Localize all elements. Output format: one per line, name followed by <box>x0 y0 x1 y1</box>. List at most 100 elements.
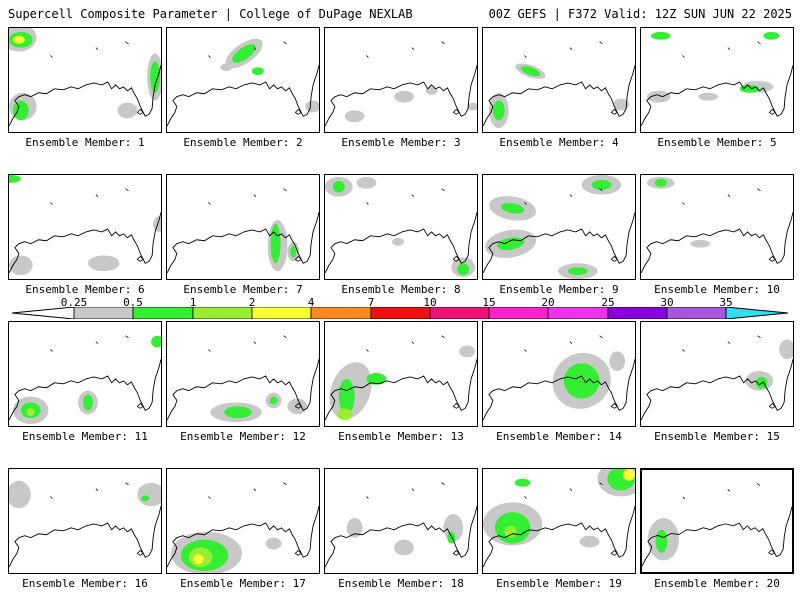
border-fragment <box>756 483 761 486</box>
scp-contour-region <box>425 86 438 95</box>
scp-contour-region <box>232 44 256 63</box>
ensemble-member-label: Ensemble Member: 4 <box>499 136 619 149</box>
border-fragment <box>411 194 415 197</box>
border-fragment <box>569 488 573 491</box>
ensemble-member-15-map <box>640 321 794 427</box>
ensemble-member-label: Ensemble Member: 3 <box>341 136 461 149</box>
scp-contour-region <box>623 469 635 481</box>
lake-outline <box>452 108 460 115</box>
border-fragment <box>366 202 369 205</box>
ensemble-member-16-map <box>8 468 162 574</box>
lake-outline <box>768 108 776 115</box>
ensemble-member-label: Ensemble Member: 14 <box>496 430 622 443</box>
ensemble-member-16-plot <box>9 480 161 568</box>
lake-outline <box>768 255 776 262</box>
colorbar-tick-label: 1 <box>189 296 197 309</box>
border-fragment <box>599 41 603 45</box>
ensemble-member-6-plot <box>9 175 161 276</box>
ensemble-member-13-plot <box>325 335 477 421</box>
scp-contour-region <box>492 100 505 121</box>
coastline <box>325 359 477 421</box>
scp-contour-region <box>224 406 252 419</box>
border-fragment <box>524 349 527 352</box>
scp-contour-region <box>269 396 278 405</box>
coastline <box>325 65 477 127</box>
border-fragment <box>283 482 287 486</box>
ensemble-member-18-map <box>324 468 478 574</box>
scp-contour-region <box>563 363 600 399</box>
scp-contour-region <box>763 31 780 40</box>
border-fragment <box>682 202 685 205</box>
scp-contour-region <box>332 180 345 193</box>
scp-contour-region <box>690 239 711 248</box>
border-fragment <box>411 488 415 491</box>
scp-contour-region <box>336 408 353 421</box>
scp-contour-region <box>12 35 25 44</box>
ensemble-member-9-plot <box>483 175 635 279</box>
colorbar-segment <box>192 307 253 319</box>
ensemble-member-1-plot <box>9 28 161 127</box>
coastline <box>167 506 319 568</box>
scp-contour-region <box>193 554 204 565</box>
border-fragment <box>411 341 415 344</box>
scp-contour-region <box>654 178 667 187</box>
border-fragment <box>441 188 445 192</box>
colorbar-segment <box>429 307 490 319</box>
border-fragment <box>599 335 603 339</box>
colorbar-segment <box>370 307 431 319</box>
border-fragment <box>95 47 99 50</box>
ensemble-member-13-map <box>324 321 478 427</box>
scp-contour-region <box>9 255 33 276</box>
border-fragment <box>524 202 527 205</box>
border-fragment <box>253 47 257 50</box>
scp-contour-region <box>251 67 264 76</box>
ensemble-member-label: Ensemble Member: 5 <box>657 136 777 149</box>
border-fragment <box>253 488 257 491</box>
coastline <box>483 359 635 421</box>
lake-outline <box>452 402 460 409</box>
colorbar-over-arrow <box>725 307 788 319</box>
border-fragment <box>95 488 99 491</box>
ensemble-member-3-plot <box>325 41 477 127</box>
border-fragment <box>757 41 761 45</box>
border-fragment <box>727 488 730 492</box>
ensemble-member-label: Ensemble Member: 2 <box>183 136 303 149</box>
colorbar-tick-label: 25 <box>601 296 615 309</box>
scp-contour-region <box>500 203 525 214</box>
coastline <box>483 506 635 568</box>
coastline <box>167 65 319 127</box>
scp-contour-region <box>646 90 671 103</box>
ensemble-member-label: Ensemble Member: 11 <box>22 430 148 443</box>
border-fragment <box>283 188 287 192</box>
ensemble-member-label: Ensemble Member: 12 <box>180 430 306 443</box>
scp-contour-region <box>287 398 308 415</box>
lake-outline <box>136 402 144 409</box>
border-fragment <box>682 349 685 352</box>
coastline <box>9 65 161 127</box>
ensemble-member-19-plot <box>483 469 635 568</box>
ensemble-member-label: Ensemble Member: 19 <box>496 577 622 590</box>
ensemble-member-14-map <box>482 321 636 427</box>
ensemble-member-17-plot <box>167 482 319 573</box>
scp-contour-region <box>346 518 363 538</box>
lake-outline <box>768 402 776 409</box>
border-fragment <box>682 496 686 500</box>
scp-contour-region <box>9 175 21 183</box>
scp-contour-region <box>521 66 540 77</box>
border-fragment <box>411 47 415 50</box>
scp-contour-region <box>613 98 630 111</box>
coastline <box>483 212 635 274</box>
coastline <box>641 65 793 127</box>
colorbar-segment <box>251 307 312 319</box>
colorbar-segment <box>547 307 609 319</box>
colorbar-tick-label: 35 <box>719 296 733 309</box>
ensemble-member-10-map <box>640 174 794 280</box>
ensemble-member-label: Ensemble Member: 17 <box>180 577 306 590</box>
ensemble-member-19-map <box>482 468 636 574</box>
scp-contour-region <box>459 345 476 358</box>
scp-contour-region <box>739 84 760 93</box>
scp-contour-region <box>9 480 31 509</box>
scp-contour-region <box>579 535 600 548</box>
colorbar-tick-label: 7 <box>367 296 375 309</box>
scp-contour-region <box>394 90 414 103</box>
